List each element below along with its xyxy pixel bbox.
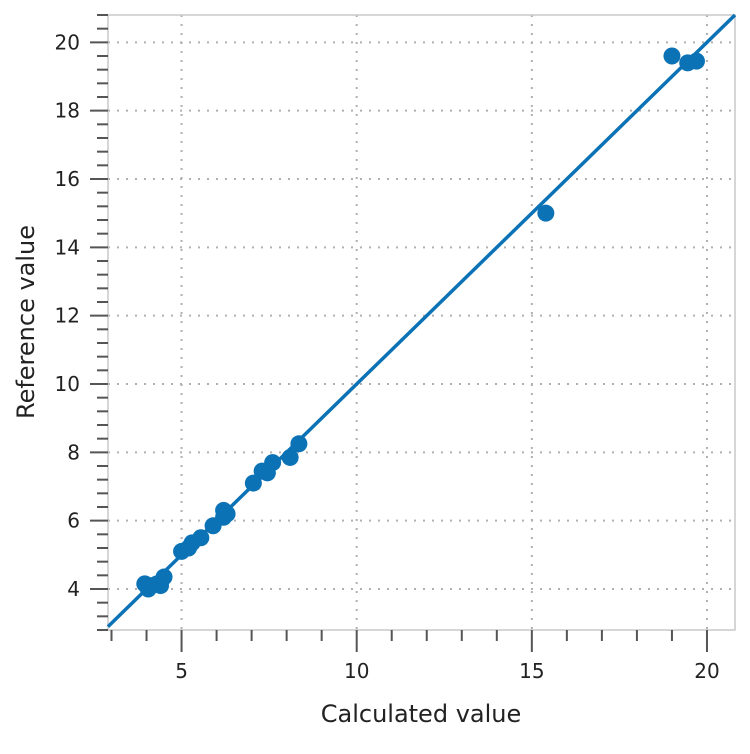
x-axis-label: Calculated value [321,700,522,728]
data-points [136,47,705,598]
y-axis-label: Reference value [12,225,40,419]
x-tick-label: 15 [519,659,544,683]
x-tick-label: 20 [694,659,719,683]
y-tick-label: 14 [55,235,80,259]
data-point [264,454,282,472]
y-tick-label: 18 [55,99,80,123]
data-point [537,204,555,222]
data-point [290,435,308,453]
plot-frame [107,14,736,631]
axes: 5 10 15 20 4 6 8 10 12 14 16 18 20 [55,14,720,683]
grid [108,15,735,630]
y-tick-label: 12 [55,304,80,328]
x-tick-label: 10 [344,659,369,683]
x-tick-label: 5 [175,659,188,683]
data-point [687,52,705,70]
data-point [155,568,173,586]
y-tick-label: 20 [55,30,80,54]
data-point [663,47,681,65]
data-point [281,448,299,466]
y-tick-label: 16 [55,167,80,191]
y-tick-label: 10 [55,372,80,396]
data-point [244,474,262,492]
data-point [218,505,236,523]
y-tick-label: 6 [67,509,80,533]
data-point [192,529,210,547]
y-tick-label: 8 [67,440,80,464]
y-tick-label: 4 [67,577,80,601]
